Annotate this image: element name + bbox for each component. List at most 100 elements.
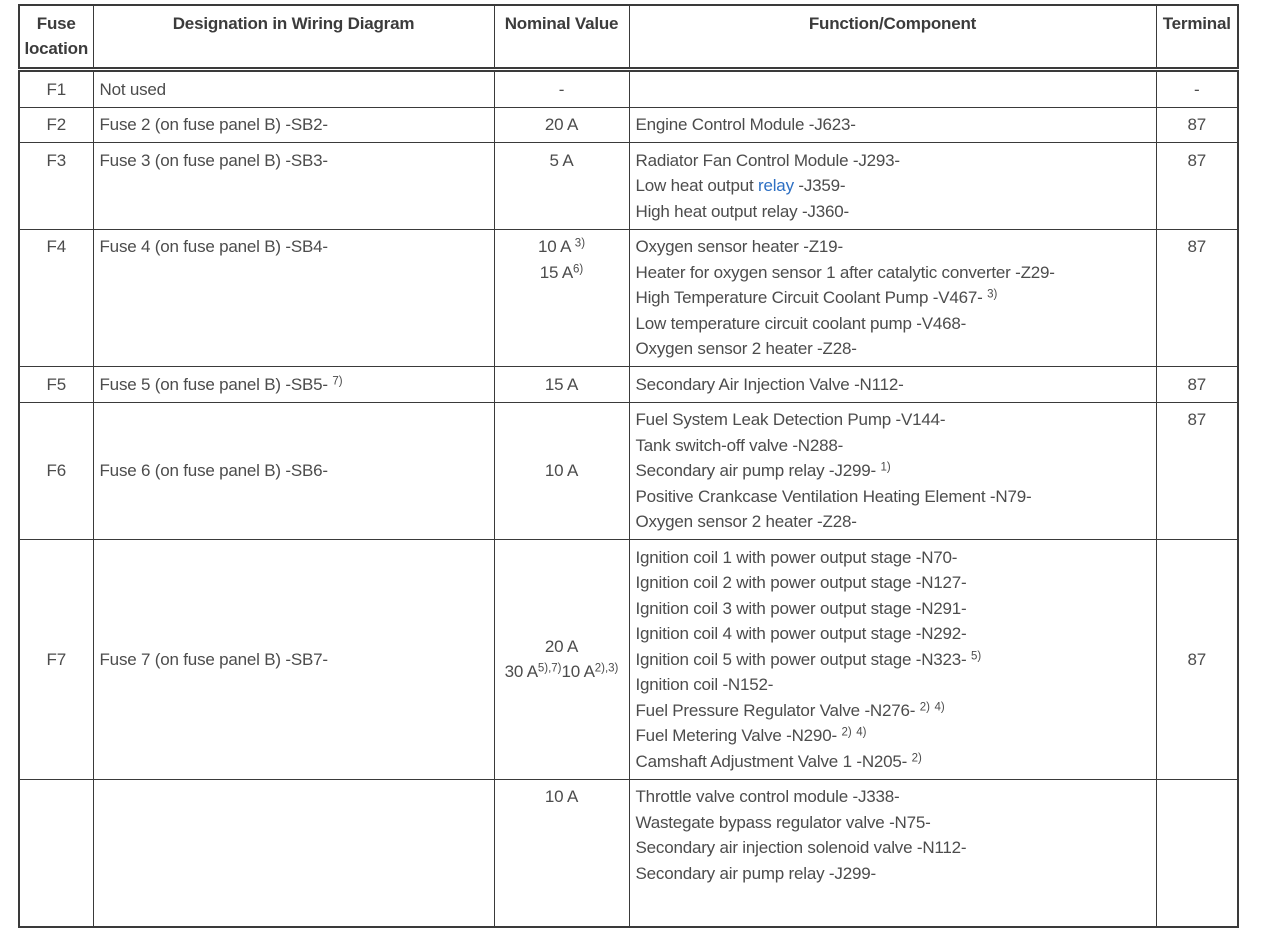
nominal-value-cell: 15 A — [493, 366, 630, 403]
column-header-fuse-location: Fuse location — [18, 4, 94, 72]
designation-cell: Fuse 4 (on fuse panel B) -SB4- — [92, 228, 495, 367]
text-line: - — [558, 79, 565, 99]
footnote-ref: 2),3) — [594, 662, 619, 675]
text-line: 20 A — [544, 115, 579, 134]
footnote-ref: 7) — [332, 375, 343, 387]
fuse-table: Fuse location Designation in Wiring Diag… — [18, 4, 1239, 928]
text-line: Ignition coil 1 with power output stage … — [635, 547, 958, 567]
fuse-location-cell: F2 — [18, 106, 94, 143]
table-header-row: Fuse location Designation in Wiring Diag… — [18, 4, 1239, 72]
terminal-cell: - — [1155, 69, 1239, 108]
text-line: 10 A — [544, 787, 579, 806]
footnote-ref: 4) — [856, 726, 867, 739]
terminal-cell: 87 — [1155, 539, 1239, 780]
page: { "colors": { "border": "#3a3a3a", "text… — [0, 4, 1280, 928]
table-row: F7 Fuse 7 (on fuse panel B) -SB7- 20 A 30 A… — [18, 539, 1239, 780]
table-row: F3 Fuse 3 (on fuse panel B) -SB3- 5 A Radia… — [18, 142, 1239, 230]
text-line: High heat output relay -J360- — [635, 201, 850, 221]
column-header-terminal: Terminal — [1155, 4, 1239, 72]
text-line: Tank switch-off valve -N288- — [635, 435, 844, 455]
fuse-location-cell: F7 — [18, 539, 94, 780]
text-line: Ignition coil 5 with power output stage … — [635, 649, 982, 669]
text-line: 15 A6) — [539, 262, 584, 282]
text-line: Low heat output relay -J359- — [635, 176, 846, 195]
text-line: Secondary Air Injection Valve -N112- — [635, 374, 904, 394]
footnote-ref: 3) — [987, 288, 998, 301]
designation-cell: Not used — [92, 69, 495, 108]
text-line: Throttle valve control module -J338- — [635, 787, 900, 806]
text-line: 15 A — [544, 374, 579, 394]
nominal-value-cell: 5 A — [493, 142, 630, 230]
relay-link[interactable]: relay — [758, 176, 794, 195]
footnote-ref: 6) — [573, 263, 584, 275]
nominal-value-cell: - — [493, 69, 630, 108]
function-component-cell: Secondary Air Injection Valve -N112- — [628, 366, 1157, 403]
fuse-location-cell: F1 — [18, 69, 94, 108]
text-line: Fuel Pressure Regulator Valve -N276- 2) … — [635, 700, 945, 720]
fuse-location-cell: F6 — [18, 401, 94, 540]
text-line: 20 A — [544, 636, 579, 656]
text-line: Ignition coil -N152- — [635, 675, 774, 694]
table-row: F6 Fuse 6 (on fuse panel B) -SB6- 10 A Fuel… — [18, 401, 1239, 540]
function-component-cell: Throttle valve control module -J338- Wast… — [628, 778, 1157, 928]
terminal-cell: 87 — [1155, 142, 1239, 230]
text-line: Wastegate bypass regulator valve -N75- — [635, 812, 931, 832]
terminal-cell: 87 — [1155, 106, 1239, 143]
function-component-cell: Ignition coil 1 with power output stage … — [628, 539, 1157, 780]
text-line: 5 A — [549, 150, 574, 170]
text-line: Fuel Metering Valve -N290- 2) 4) — [635, 726, 867, 745]
table-row: F4 Fuse 4 (on fuse panel B) -SB4- 10 A 3) 1… — [18, 228, 1239, 367]
fuse-location-cell: F4 — [18, 228, 94, 367]
table-row: F1 Not used - - — [18, 69, 1239, 108]
table-row: F2 Fuse 2 (on fuse panel B) -SB2- 20 A Engi… — [18, 106, 1239, 143]
nominal-value-cell: 10 A — [493, 401, 630, 540]
text-line: Ignition coil 4 with power output stage … — [635, 624, 967, 643]
text-line: Secondary air pump relay -J299- 1) — [635, 461, 891, 480]
text-line: Heater for oxygen sensor 1 after catalyt… — [635, 262, 1055, 282]
text-line: Ignition coil 2 with power output stage … — [635, 573, 967, 592]
fuse-location-cell — [18, 778, 94, 928]
nominal-value-cell: 10 A — [493, 778, 630, 928]
text-line: Secondary air injection solenoid valve -… — [635, 838, 967, 857]
column-header-nominal-value: Nominal Value — [493, 4, 630, 72]
text-line: Oxygen sensor 2 heater -Z28- — [635, 512, 857, 531]
fuse-location-cell: F3 — [18, 142, 94, 230]
designation-cell: Fuse 2 (on fuse panel B) -SB2- — [92, 106, 495, 143]
column-header-function-component: Function/Component — [628, 4, 1157, 72]
designation-cell: Fuse 5 (on fuse panel B) -SB5- 7) — [92, 366, 495, 403]
designation-cell: Fuse 6 (on fuse panel B) -SB6- — [92, 401, 495, 540]
nominal-value-cell: 20 A 30 A5),7)10 A2),3) — [493, 539, 630, 780]
text-line: Radiator Fan Control Module -J293- — [635, 150, 901, 170]
function-component-cell: Engine Control Module -J623- — [628, 106, 1157, 143]
terminal-cell: 87 — [1155, 228, 1239, 367]
function-component-cell — [628, 69, 1157, 108]
table-row: F5 Fuse 5 (on fuse panel B) -SB5- 7) 15 A S… — [18, 366, 1239, 403]
function-component-cell: Oxygen sensor heater -Z19- Heater for oxy… — [628, 228, 1157, 367]
terminal-cell — [1155, 778, 1239, 928]
footnote-ref: 2) — [911, 752, 922, 764]
footnote-ref: 5) — [971, 650, 982, 662]
text-line: Ignition coil 3 with power output stage … — [635, 598, 967, 618]
text-line: Fuel System Leak Detection Pump -V144- — [635, 410, 946, 429]
designation-cell — [92, 778, 495, 928]
text-line: Oxygen sensor 2 heater -Z28- — [635, 339, 857, 358]
text-line: Oxygen sensor heater -Z19- — [635, 237, 844, 256]
text-line: Engine Control Module -J623- — [635, 115, 856, 134]
function-component-cell: Radiator Fan Control Module -J293- Low he… — [628, 142, 1157, 230]
table-row: 10 A Throttle valve control module -J338-… — [18, 778, 1239, 928]
designation-cell: Fuse 7 (on fuse panel B) -SB7- — [92, 539, 495, 780]
function-component-cell: Fuel System Leak Detection Pump -V144- Ta… — [628, 401, 1157, 540]
text-line: Secondary air pump relay -J299- — [635, 863, 877, 883]
text-line: 30 A5),7)10 A2),3) — [504, 662, 619, 682]
footnote-ref: 2) — [919, 701, 930, 713]
nominal-value-cell: 20 A — [493, 106, 630, 143]
footnote-ref: 3) — [574, 237, 586, 250]
text-line: 10 A 3) — [537, 237, 586, 256]
footnote-ref: 5),7) — [537, 662, 562, 675]
terminal-cell: 87 — [1155, 401, 1239, 540]
text-line: Low temperature circuit coolant pump -V4… — [635, 313, 967, 333]
text-line: Positive Crankcase Ventilation Heating E… — [635, 486, 1032, 506]
column-header-designation: Designation in Wiring Diagram — [92, 4, 495, 72]
footnote-ref: 2) — [841, 726, 852, 739]
text-line: High Temperature Circuit Coolant Pump -V… — [635, 288, 998, 307]
